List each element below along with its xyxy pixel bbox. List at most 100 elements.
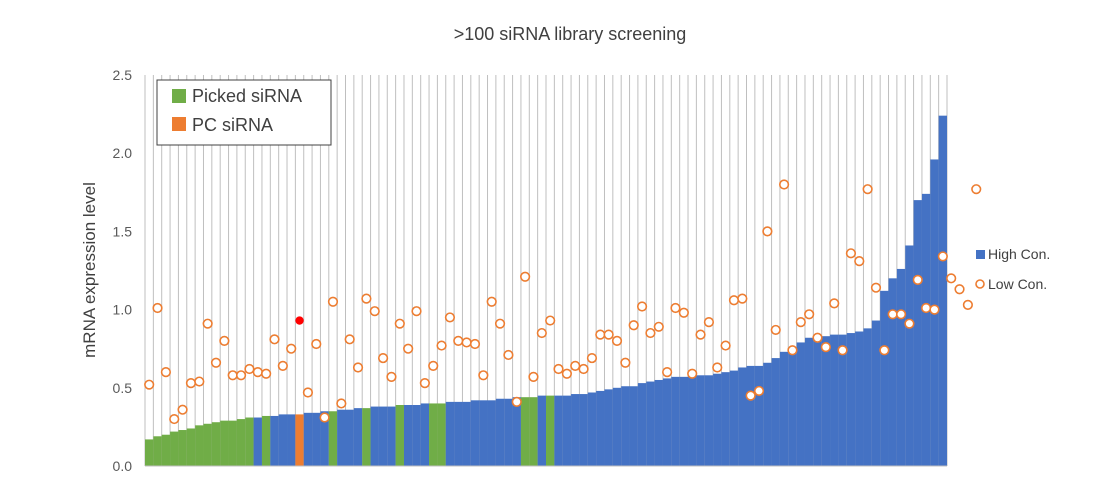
- low-con-label: Low Con.: [988, 276, 1047, 292]
- data-point: [603, 329, 614, 340]
- bar: [270, 415, 279, 466]
- bar: [454, 401, 463, 466]
- bar: [830, 334, 839, 466]
- data-point: [595, 329, 606, 340]
- bar: [587, 392, 597, 466]
- data-point: [578, 363, 589, 375]
- data-point: [536, 327, 547, 339]
- bar: [462, 401, 471, 466]
- bar: [253, 417, 262, 466]
- bar: [554, 395, 563, 466]
- data-point: [428, 360, 439, 372]
- data-point: [670, 302, 681, 314]
- data-point: [244, 363, 255, 375]
- bar: [470, 400, 480, 466]
- bar: [671, 376, 680, 466]
- data-point: [503, 349, 514, 361]
- y-tick-label: 1.0: [113, 302, 133, 318]
- bar: [145, 439, 154, 466]
- bar: [913, 200, 922, 466]
- bar: [871, 320, 881, 466]
- bar: [337, 409, 346, 466]
- data-point: [778, 179, 790, 190]
- data-point: [269, 334, 280, 345]
- bar: [629, 386, 638, 466]
- data-point: [762, 226, 773, 237]
- data-point: [210, 357, 222, 368]
- bar: [211, 422, 221, 466]
- bar: [370, 406, 379, 466]
- bar: [203, 423, 212, 466]
- data-point: [854, 256, 865, 267]
- data-point: [528, 371, 539, 382]
- data-point: [720, 340, 731, 351]
- data-point: [695, 329, 706, 340]
- data-point: [486, 296, 497, 307]
- data-point: [377, 352, 389, 364]
- bar: [295, 414, 304, 466]
- bar: [345, 409, 354, 466]
- data-point: [336, 398, 347, 409]
- bar: [520, 397, 530, 466]
- low-con-swatch: [975, 279, 985, 289]
- bar: [855, 331, 864, 466]
- data-point: [185, 378, 197, 389]
- bar: [779, 351, 789, 466]
- y-tick-label: 0.0: [113, 458, 133, 474]
- data-point: [177, 404, 188, 415]
- bar: [546, 395, 555, 466]
- bar: [662, 378, 672, 466]
- data-point: [745, 390, 756, 401]
- bar: [804, 337, 814, 466]
- bar: [637, 383, 647, 466]
- bar: [320, 411, 329, 466]
- bar: [646, 381, 655, 466]
- markers-layer: [144, 179, 982, 425]
- data-point: [620, 357, 631, 368]
- bar: [512, 397, 521, 466]
- bar: [403, 405, 413, 466]
- data-point: [687, 368, 698, 379]
- data-point: [678, 307, 689, 318]
- data-point: [545, 315, 556, 326]
- high-con-swatch: [976, 250, 985, 259]
- pc-sirna-label: PC siRNA: [192, 115, 273, 135]
- data-point: [553, 363, 564, 375]
- bar: [287, 414, 296, 466]
- bar: [746, 365, 755, 466]
- bar: [495, 398, 505, 466]
- bar: [420, 403, 430, 466]
- data-point: [753, 385, 765, 397]
- data-point: [929, 304, 940, 315]
- bar: [479, 400, 488, 466]
- data-point: [804, 309, 815, 320]
- bar: [236, 419, 246, 466]
- data-point: [962, 299, 973, 311]
- bar: [863, 328, 872, 466]
- bar: [387, 406, 396, 466]
- picked-sirna-label: Picked siRNA: [192, 86, 302, 106]
- bar: [178, 430, 187, 466]
- data-point: [837, 345, 848, 356]
- bar: [328, 411, 338, 466]
- bar: [813, 336, 822, 466]
- data-point: [252, 367, 263, 378]
- bar: [562, 395, 572, 466]
- bar: [529, 397, 538, 466]
- data-point: [728, 295, 740, 306]
- bar: [796, 342, 805, 466]
- picked-sirna-swatch: [172, 89, 186, 103]
- y-tick-label: 2.0: [113, 145, 133, 161]
- data-point: [520, 271, 531, 282]
- data-point: [611, 335, 623, 346]
- bar: [170, 431, 179, 466]
- y-tick-label: 1.5: [113, 223, 133, 239]
- data-point: [494, 318, 506, 329]
- bar: [754, 365, 764, 466]
- bar: [838, 334, 847, 466]
- pc-sirna-swatch: [172, 117, 186, 131]
- data-point: [444, 312, 456, 323]
- data-point: [394, 318, 405, 329]
- data-point: [319, 412, 330, 423]
